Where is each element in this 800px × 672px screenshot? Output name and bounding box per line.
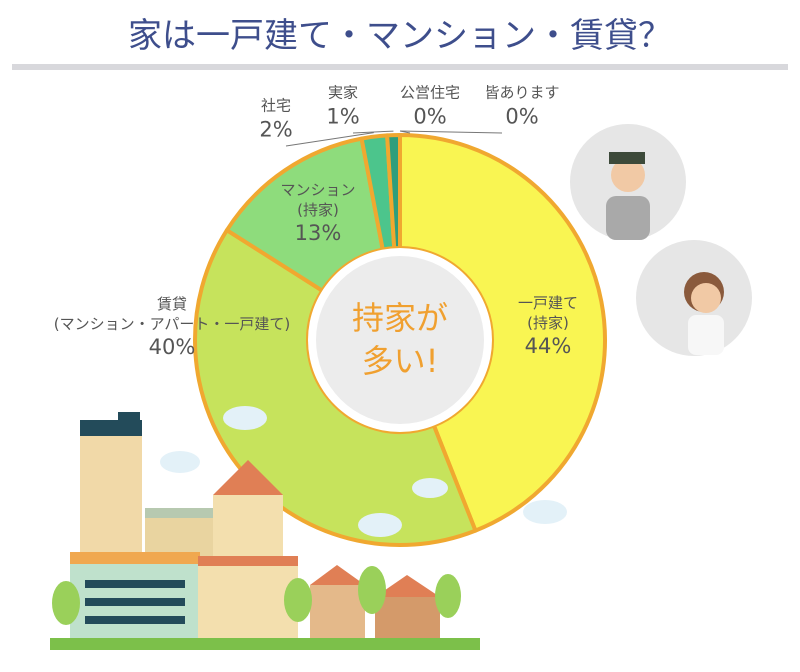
center-disc (316, 256, 484, 424)
leader-line (285, 132, 374, 147)
leader-line (352, 130, 394, 134)
value-label: 0% (505, 104, 539, 129)
slice-label: 公営住宅 0% (400, 84, 460, 131)
value-label: 1% (326, 104, 360, 129)
city (50, 406, 567, 650)
category-label: 皆あります (484, 83, 560, 102)
slice-label: 社宅 2% (259, 97, 292, 144)
center-text: 持家が 多い! (352, 297, 448, 383)
avatars (570, 124, 752, 356)
title-rule (12, 64, 788, 70)
category-label: 賃貸 (マンション・アパート・一戸建て) (53, 294, 291, 333)
category-label: 公営住宅 (399, 83, 461, 102)
leader-line (399, 130, 503, 134)
category-label: 社宅 (260, 96, 292, 115)
category-label: 一戸建て (持家) (517, 293, 579, 332)
value-label: 0% (413, 104, 447, 129)
value-label: 44% (524, 333, 572, 358)
value-label: 40% (148, 334, 196, 359)
slice-label: 一戸建て (持家) 44% (518, 294, 578, 360)
category-label: 実家 (327, 83, 359, 102)
slice-label: 実家 1% (326, 84, 359, 131)
slice-label: マンション (持家) 13% (280, 181, 355, 247)
slice-label: 皆あります 0% (484, 84, 559, 131)
category-label: マンション (持家) (280, 180, 356, 219)
slice-label: 賃貸 (マンション・アパート・一戸建て) 40% (54, 295, 290, 361)
center-line: 多い! (361, 342, 439, 380)
value-label: 2% (259, 117, 293, 142)
center-line: 持家が (351, 298, 449, 337)
chart-title: 家は一戸建て・マンション・賃貸？ (128, 16, 672, 56)
value-label: 13% (294, 220, 342, 245)
